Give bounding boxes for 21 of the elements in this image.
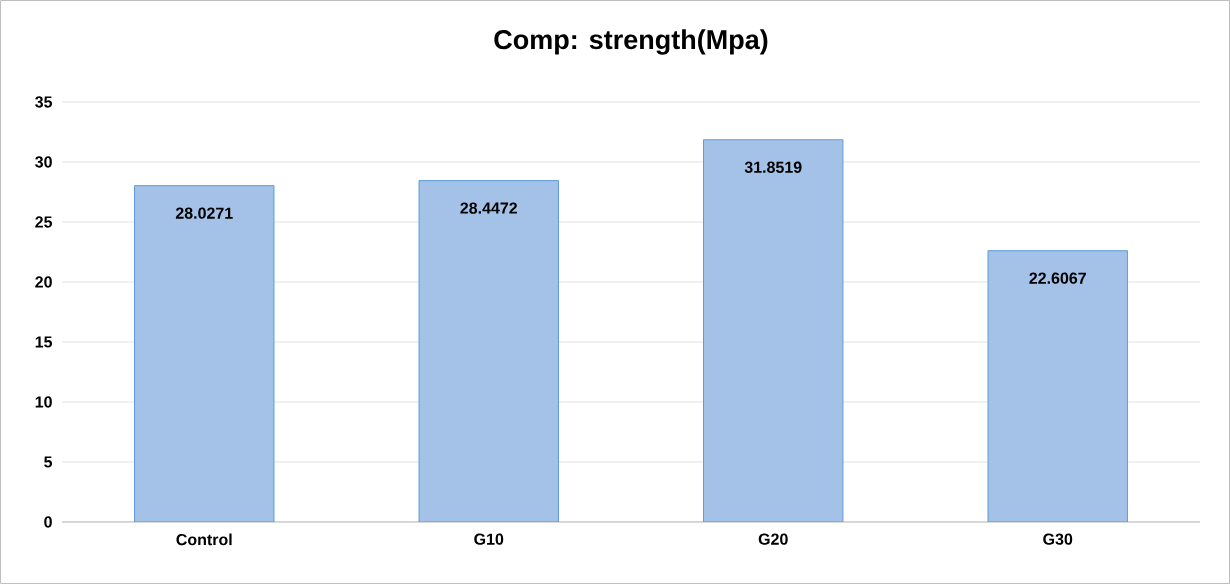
y-tick-label: 30 — [35, 156, 52, 168]
x-tick-label: G30 — [1043, 533, 1073, 545]
y-tick-label: 0 — [44, 516, 52, 528]
data-label: 22.6067 — [1029, 272, 1086, 284]
data-label: 31.8519 — [744, 161, 802, 173]
chart-title: Comp: strength(Mpa) — [494, 29, 768, 55]
data-label: 28.0271 — [175, 207, 233, 219]
bar — [703, 139, 844, 522]
x-tick-label: Control — [176, 533, 232, 546]
data-label: 28.4472 — [460, 202, 518, 214]
y-tick-label: 10 — [35, 396, 52, 408]
y-tick-label: 20 — [35, 276, 52, 288]
y-tick-label: 25 — [35, 216, 53, 228]
y-tick-label: 15 — [35, 336, 53, 348]
y-tick-label: 35 — [35, 96, 53, 108]
bar — [987, 250, 1128, 522]
x-tick-label: G20 — [758, 533, 788, 545]
bar — [134, 185, 275, 522]
bar — [418, 180, 559, 522]
y-tick-label: 5 — [44, 456, 53, 468]
x-tick-label: G10 — [474, 533, 504, 545]
